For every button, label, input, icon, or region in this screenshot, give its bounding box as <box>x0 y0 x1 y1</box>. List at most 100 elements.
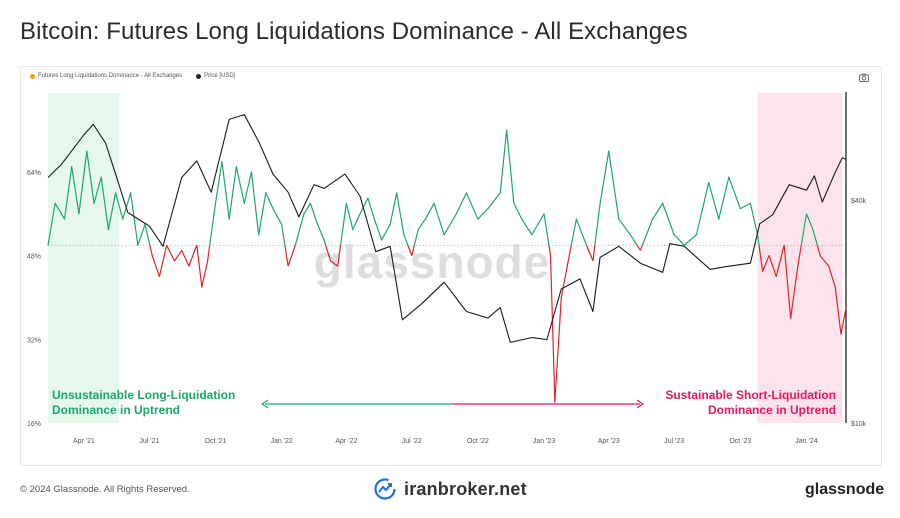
dominance-segment <box>768 255 777 278</box>
legend-item-price[interactable]: Price [USD] <box>196 73 235 79</box>
highlight-band-0 <box>48 93 120 423</box>
dominance-segment <box>570 218 577 246</box>
dominance-segment <box>568 245 572 256</box>
x-tick-label-10: Oct '23 <box>729 438 751 445</box>
highlight-band-1 <box>757 93 843 423</box>
arrow-left-head <box>260 399 269 409</box>
dominance-segment <box>718 176 730 220</box>
dominance-segment <box>265 192 274 210</box>
dominance-segment <box>122 192 132 220</box>
dominance-segment <box>739 202 751 210</box>
dominance-segment <box>258 192 267 236</box>
dominance-segment <box>695 181 710 236</box>
camera-icon[interactable] <box>859 73 869 82</box>
dominance-segment <box>775 245 785 277</box>
dominance-segment <box>214 160 223 204</box>
y-left-tick-label-2: 32% <box>27 337 41 344</box>
dominance-segment <box>352 213 361 231</box>
legend-label-price: Price [USD] <box>204 73 236 79</box>
dominance-segment <box>797 245 802 267</box>
annotation-right-line-2: Dominance in Uptrend <box>708 403 836 417</box>
dominance-segment <box>359 197 369 215</box>
watermark: glassnode <box>314 236 551 288</box>
dominance-segment <box>403 234 409 246</box>
x-tick-label-7: Jan '23 <box>533 438 555 445</box>
dominance-segment <box>294 213 305 246</box>
x-tick-label-9: Jul '23 <box>664 438 684 445</box>
dominance-segment <box>181 249 190 267</box>
dominance-segment <box>443 213 457 236</box>
dominance-segment <box>151 255 161 278</box>
dominance-segment <box>413 229 419 246</box>
dominance-segment <box>594 203 601 246</box>
legend-item-dominance[interactable]: Futures Long Liquidations Dominance - Al… <box>30 73 182 79</box>
price-line <box>47 114 847 343</box>
dominance-segment <box>477 208 489 220</box>
x-tick-label-1: Jul '21 <box>139 438 159 445</box>
dominance-segment <box>487 192 501 210</box>
dominance-segment <box>303 202 312 215</box>
dominance-segment <box>575 218 588 246</box>
dominance-segment <box>207 245 211 261</box>
dominance-segment <box>762 255 770 272</box>
dominance-segment <box>636 244 641 251</box>
dominance-segment <box>790 265 799 320</box>
dominance-segment <box>618 218 631 236</box>
dominance-segment <box>816 245 821 256</box>
dominance-segment <box>554 296 562 403</box>
dominance-segment <box>158 245 168 277</box>
dominance-segment <box>309 202 319 225</box>
dominance-segment <box>560 255 570 299</box>
chart-logo-icon <box>374 478 396 500</box>
dominance-segment <box>340 203 347 246</box>
dominance-segment <box>513 202 523 220</box>
x-tick-label-5: Jul '22 <box>402 438 422 445</box>
dominance-segment <box>662 202 675 236</box>
legend-label-dominance: Futures Long Liquidations Dominance - Al… <box>38 73 183 79</box>
x-tick-label-3: Jan '22 <box>270 438 292 445</box>
dominance-segment <box>499 129 508 194</box>
dominance-segment <box>221 160 230 220</box>
dominance-segment <box>114 192 124 220</box>
dominance-segment <box>78 150 88 215</box>
legend-swatch-price <box>196 73 202 79</box>
center-brand[interactable]: iranbroker.net <box>374 478 527 500</box>
legend-swatch-dominance <box>30 73 35 79</box>
dominance-segment <box>201 260 209 288</box>
dominance-segment <box>188 244 198 267</box>
dominance-segment <box>756 234 760 246</box>
dominance-segment <box>424 202 435 220</box>
dominance-segment <box>834 286 842 335</box>
dominance-segment <box>209 203 217 246</box>
y-right-tick-label-0: $40k <box>851 198 867 205</box>
dominance-segment <box>54 202 66 220</box>
dominance-segment <box>708 181 720 220</box>
dominance-segment <box>549 255 556 403</box>
dominance-segment <box>407 244 413 256</box>
y-right-tick-label-1: $10k <box>851 421 867 428</box>
dominance-segment <box>228 166 237 220</box>
dominance-segment <box>137 223 146 246</box>
dominance-segment <box>396 192 405 236</box>
y-left-tick-label-1: 48% <box>27 254 41 261</box>
dominance-segment <box>272 208 283 225</box>
dominance-segment <box>316 223 325 241</box>
dominance-segment <box>506 129 515 204</box>
dominance-segment <box>531 213 545 236</box>
dominance-segment <box>389 192 398 225</box>
dominance-segment <box>345 202 354 231</box>
dominance-segment <box>683 234 698 246</box>
dominance-segment <box>783 245 792 319</box>
dominance-segment <box>629 234 638 246</box>
dominance-segment <box>329 260 339 267</box>
dominance-segment <box>243 171 253 204</box>
x-tick-label-2: Oct '21 <box>205 438 227 445</box>
glassnode-logo: glassnode <box>805 481 885 498</box>
dominance-segment <box>728 176 741 210</box>
dominance-segment <box>585 244 594 262</box>
dominance-segment <box>749 202 759 236</box>
dominance-segment <box>250 171 260 236</box>
x-tick-label-8: Apr '23 <box>598 438 620 445</box>
dominance-segment <box>828 265 836 288</box>
